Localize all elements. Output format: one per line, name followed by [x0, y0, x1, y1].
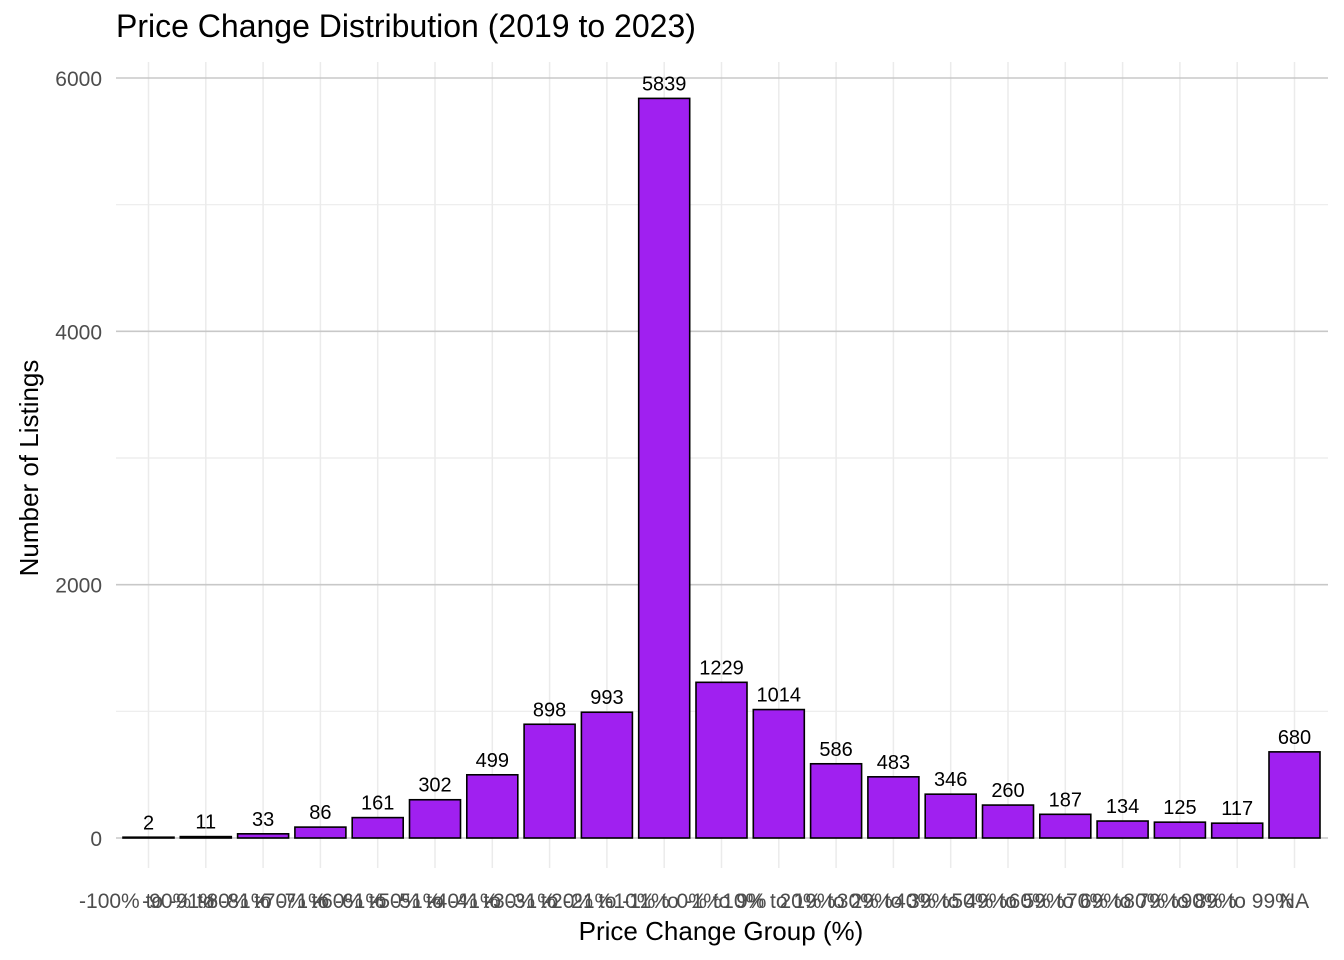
x-tick-label: 70% to 79%: [1066, 890, 1179, 913]
x-axis-title: Price Change Group (%): [579, 916, 864, 946]
data-label: 346: [934, 769, 967, 791]
bar: [122, 836, 175, 839]
y-axis-title: Number of Listings: [14, 360, 44, 577]
x-tick-label: NA: [1280, 890, 1309, 913]
bar: [1268, 751, 1321, 839]
bars: [122, 97, 1321, 839]
x-tick-label: 0% to 9%: [677, 890, 767, 913]
bar: [1096, 820, 1149, 839]
data-label: 898: [533, 699, 566, 721]
bar: [695, 681, 748, 839]
y-tick-label: 4000: [55, 321, 102, 344]
bar: [1039, 813, 1092, 839]
bar: [809, 762, 863, 839]
data-label: 302: [418, 775, 451, 797]
data-label: 586: [819, 739, 852, 761]
x-tick-label: 30% to 39%: [837, 890, 950, 913]
bar: [1210, 822, 1264, 839]
x-tick-label: -10% to -1%: [606, 890, 722, 913]
x-tick-label: -60% to -51%: [314, 890, 441, 913]
x-tick-label: 20% to 29%: [779, 890, 892, 913]
bar: [523, 723, 576, 839]
data-labels: 2 11 33 86 161 302 499 898 993 5839 1229 1014 586 483…: [143, 73, 1311, 834]
data-label: 187: [1049, 789, 1082, 811]
x-tick-label: -30% to -21%: [486, 890, 613, 913]
x-tick-label: -80% to -71%: [199, 890, 326, 913]
bar: [1153, 821, 1207, 839]
bar: [179, 835, 233, 839]
bar: [408, 798, 462, 839]
bar: [752, 708, 806, 839]
x-tick-label: 10% to 19%: [722, 890, 835, 913]
y-tick-label: 2000: [55, 575, 102, 598]
bar: [867, 776, 920, 839]
x-tick-label: 80% to 89%: [1123, 890, 1236, 913]
x-tick-label: 40% to 49%: [894, 890, 1007, 913]
data-label: 1014: [757, 685, 802, 707]
data-label: 499: [476, 750, 509, 772]
chart-title: Price Change Distribution (2019 to 2023): [116, 8, 696, 44]
data-label: 134: [1106, 796, 1139, 818]
data-label: 117: [1221, 798, 1253, 820]
x-tick-label: -40% to -31%: [429, 890, 556, 913]
bar: [580, 711, 634, 839]
x-tick-label: -70% to -61%: [257, 890, 384, 913]
y-tick-label: 0: [90, 828, 102, 851]
data-label: 161: [361, 793, 394, 815]
x-tick-label: -20% to -11%: [544, 890, 670, 913]
x-tick-label: 60% to 69%: [1009, 890, 1122, 913]
data-label: 33: [252, 809, 274, 831]
x-tick-label: 90% to 99%: [1181, 890, 1294, 913]
data-label: 125: [1163, 797, 1196, 819]
data-label: 993: [590, 687, 623, 709]
bar: [924, 793, 978, 839]
bar: [351, 816, 405, 839]
y-tick-label: 6000: [55, 68, 102, 91]
bar: [236, 833, 290, 839]
data-label: 2: [143, 813, 154, 835]
data-label: 11: [195, 812, 216, 834]
data-label: 5839: [642, 73, 687, 95]
bar: [981, 804, 1035, 839]
bar: [294, 826, 347, 839]
data-label: 483: [877, 752, 910, 774]
x-tick-label: -100% to -91%: [79, 890, 218, 913]
x-tick-label: -90% to -81%: [142, 890, 269, 913]
data-label: 680: [1278, 727, 1311, 749]
x-axis-ticks: -100% to -91%-90% to -81%-80% to -71%-70…: [79, 890, 1309, 913]
data-label: 86: [309, 802, 331, 824]
bar: [637, 97, 691, 839]
x-tick-label: -50% to -41%: [371, 890, 498, 913]
x-tick-label: 50% to 59%: [951, 890, 1064, 913]
bar: [465, 773, 519, 839]
data-label: 260: [991, 780, 1024, 802]
data-label: 1229: [699, 657, 744, 679]
y-axis-ticks: 0 2000 4000 6000: [55, 68, 102, 851]
